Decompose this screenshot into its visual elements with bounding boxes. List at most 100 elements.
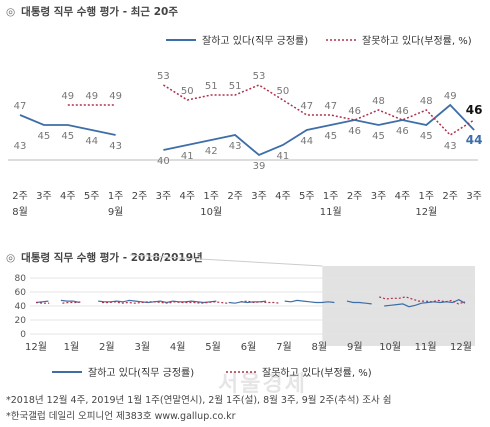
data-label-approve: 41 bbox=[277, 151, 290, 162]
footnote-1: *2018년 12월 4주, 2019년 1월 1주(연말연시), 2월 1주(… bbox=[6, 395, 392, 406]
month-tick-label: 8월 bbox=[312, 341, 328, 353]
bullet-icon: ◎ bbox=[6, 252, 16, 264]
month-tick-label: 12월 bbox=[450, 341, 472, 353]
x-tick-week: 4주 bbox=[60, 191, 76, 202]
series-line-disapprove bbox=[67, 84, 475, 136]
legend-disapprove-label: 잘못하고 있다(부정률, %) bbox=[362, 34, 472, 47]
legend-approve-label: 잘하고 있다(직무 긍정률) bbox=[202, 34, 308, 47]
data-label-approve: 44 bbox=[300, 136, 313, 147]
month-tick-label: 6월 bbox=[241, 341, 257, 353]
data-label-disapprove: 50 bbox=[181, 86, 194, 97]
month-tick-label: 11월 bbox=[415, 341, 437, 353]
x-tick-month: 12월 bbox=[415, 206, 437, 218]
month-tick-label: 1월 bbox=[64, 341, 80, 353]
data-label-approve: 40 bbox=[157, 156, 170, 167]
x-tick-week: 1주 bbox=[108, 191, 124, 202]
bullet-icon: ◎ bbox=[6, 6, 16, 18]
month-tick-label: 10월 bbox=[379, 341, 401, 353]
data-label-approve: 46 bbox=[396, 126, 409, 137]
chart1-title-text: 대통령 직무 수행 평가 - 최근 20주 bbox=[21, 6, 178, 18]
month-tick-label: 2월 bbox=[99, 341, 115, 353]
month-tick-label: 12월 bbox=[25, 341, 47, 353]
data-label-disapprove: 46 bbox=[348, 106, 361, 117]
x-tick-week: 1주 bbox=[419, 191, 435, 202]
chart1-title: ◎ 대통령 직무 수행 평가 - 최근 20주 bbox=[6, 4, 178, 19]
x-tick-week: 3주 bbox=[36, 191, 52, 202]
x-tick-week: 2주 bbox=[442, 191, 458, 202]
data-label-disapprove: 51 bbox=[229, 81, 242, 92]
y-tick-label: 40 bbox=[15, 302, 27, 312]
data-label-disapprove: 43 bbox=[444, 141, 457, 152]
chart2: 0 20 40 60 80 12월 1월 2월 3월 4월 5월 6월 7월 8월 9월 10월 11월 12월잘… bbox=[15, 254, 475, 379]
chart1: 잘하고 있다(직무 긍정률) 잘못하고 있다(부정률, %) 47 43 45 45 49 4… bbox=[8, 34, 483, 218]
footnote-2: *한국갤럽 데일리 오피니언 제383호 www.gallup.co.kr bbox=[6, 411, 236, 422]
x-tick-month: 9월 bbox=[108, 206, 124, 218]
y-tick-label: 20 bbox=[15, 316, 27, 326]
month-tick-label: 9월 bbox=[347, 341, 363, 353]
x-tick-week: 5주 bbox=[299, 191, 315, 202]
data-label-approve: 49 bbox=[444, 91, 457, 102]
x-tick-week: 2주 bbox=[132, 191, 148, 202]
data-label-approve: 45 bbox=[372, 131, 385, 142]
month-tick-label: 4월 bbox=[170, 341, 186, 353]
month-tick-label: 3월 bbox=[134, 341, 150, 353]
data-label-disapprove: 46 bbox=[466, 103, 483, 117]
data-label-approve: 42 bbox=[205, 146, 218, 157]
y-tick-label: 80 bbox=[15, 274, 27, 284]
x-tick-month: 11월 bbox=[320, 206, 342, 218]
data-label-disapprove: 47 bbox=[324, 101, 337, 112]
data-label-approve: 44 bbox=[85, 136, 98, 147]
data-label-disapprove: 49 bbox=[85, 91, 98, 102]
x-tick-week: 4주 bbox=[275, 191, 291, 202]
x-tick-week: 2주 bbox=[227, 191, 243, 202]
x-tick-week: 1주 bbox=[323, 191, 339, 202]
x-tick-week: 2주 bbox=[347, 191, 363, 202]
data-label-disapprove: 43 bbox=[14, 141, 27, 152]
chart2-title: ◎ 대통령 직무 수행 평가 - 2018/2019년 bbox=[6, 250, 203, 265]
data-label-approve: 45 bbox=[38, 131, 51, 142]
data-label-disapprove: 51 bbox=[205, 81, 218, 92]
data-label-approve: 43 bbox=[229, 141, 242, 152]
data-label-approve: 39 bbox=[253, 161, 266, 172]
data-label-approve: 47 bbox=[14, 101, 27, 112]
watermark: 서울경제 bbox=[218, 372, 307, 397]
x-tick-week: 3주 bbox=[371, 191, 387, 202]
data-label-disapprove: 49 bbox=[109, 91, 122, 102]
data-label-disapprove: 53 bbox=[253, 71, 266, 82]
x-tick-week: 3주 bbox=[466, 191, 482, 202]
x-tick-month: 10월 bbox=[200, 206, 222, 218]
chart2-title-text: 대통령 직무 수행 평가 - 2018/2019년 bbox=[21, 252, 203, 264]
series-line-approve bbox=[19, 103, 475, 157]
x-tick-week: 5주 bbox=[84, 191, 100, 202]
month-tick-label: 5월 bbox=[205, 341, 221, 353]
x-tick-week: 4주 bbox=[395, 191, 411, 202]
data-label-approve: 43 bbox=[109, 141, 122, 152]
legend-approve-label: 잘하고 있다(직무 긍정률) bbox=[88, 366, 194, 379]
data-label-approve: 41 bbox=[181, 151, 194, 162]
x-tick-month: 8월 bbox=[12, 206, 28, 218]
data-label-approve: 46 bbox=[348, 126, 361, 137]
x-tick-week: 2주 bbox=[12, 191, 28, 202]
overview-line-disapprove bbox=[35, 296, 466, 305]
x-tick-week: 4주 bbox=[180, 191, 196, 202]
data-label-disapprove: 53 bbox=[157, 71, 170, 82]
x-tick-week: 1주 bbox=[203, 191, 219, 202]
x-tick-week: 3주 bbox=[156, 191, 172, 202]
data-label-disapprove: 46 bbox=[396, 106, 409, 117]
data-label-disapprove: 47 bbox=[300, 101, 313, 112]
y-tick-label: 60 bbox=[15, 288, 27, 298]
data-label-disapprove: 48 bbox=[372, 96, 385, 107]
legend-disapprove-label: 잘못하고 있다(부정률, %) bbox=[262, 366, 372, 379]
month-tick-label: 7월 bbox=[276, 341, 292, 353]
zoom-connector-line bbox=[129, 254, 323, 267]
data-label-disapprove: 50 bbox=[277, 86, 290, 97]
x-tick-week: 3주 bbox=[251, 191, 267, 202]
data-label-approve: 45 bbox=[61, 131, 74, 142]
data-label-approve: 45 bbox=[324, 131, 337, 142]
data-label-disapprove: 49 bbox=[61, 91, 74, 102]
y-tick-label: 0 bbox=[20, 330, 26, 340]
data-label-disapprove: 48 bbox=[420, 96, 433, 107]
data-label-approve: 45 bbox=[420, 131, 433, 142]
overview-line-approve bbox=[35, 299, 466, 308]
data-label-approve: 44 bbox=[466, 133, 483, 147]
